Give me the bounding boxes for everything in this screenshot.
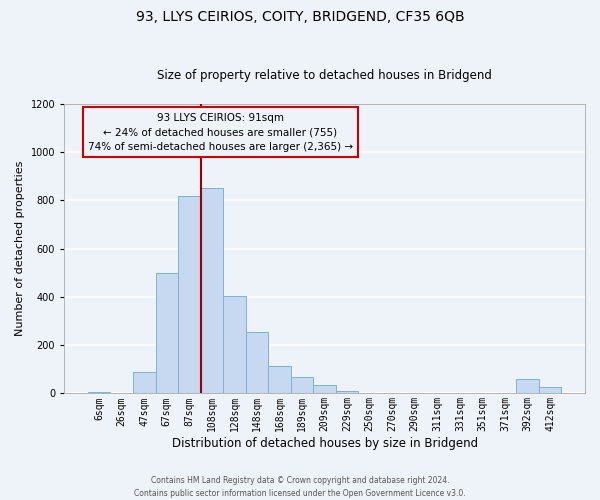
- Bar: [336, 391, 358, 394]
- Bar: [539, 388, 562, 394]
- X-axis label: Distribution of detached houses by size in Bridgend: Distribution of detached houses by size …: [172, 437, 478, 450]
- Title: Size of property relative to detached houses in Bridgend: Size of property relative to detached ho…: [157, 69, 492, 82]
- Bar: [268, 366, 291, 394]
- Bar: [155, 273, 178, 394]
- Text: Contains HM Land Registry data © Crown copyright and database right 2024.
Contai: Contains HM Land Registry data © Crown c…: [134, 476, 466, 498]
- Bar: [133, 372, 155, 394]
- Y-axis label: Number of detached properties: Number of detached properties: [15, 161, 25, 336]
- Bar: [516, 379, 539, 394]
- Bar: [313, 385, 336, 394]
- Bar: [88, 392, 110, 394]
- Bar: [178, 196, 200, 394]
- Text: 93 LLYS CEIRIOS: 91sqm
← 24% of detached houses are smaller (755)
74% of semi-de: 93 LLYS CEIRIOS: 91sqm ← 24% of detached…: [88, 112, 353, 152]
- Bar: [245, 332, 268, 394]
- Bar: [223, 296, 245, 394]
- Bar: [200, 188, 223, 394]
- Bar: [291, 376, 313, 394]
- Text: 93, LLYS CEIRIOS, COITY, BRIDGEND, CF35 6QB: 93, LLYS CEIRIOS, COITY, BRIDGEND, CF35 …: [136, 10, 464, 24]
